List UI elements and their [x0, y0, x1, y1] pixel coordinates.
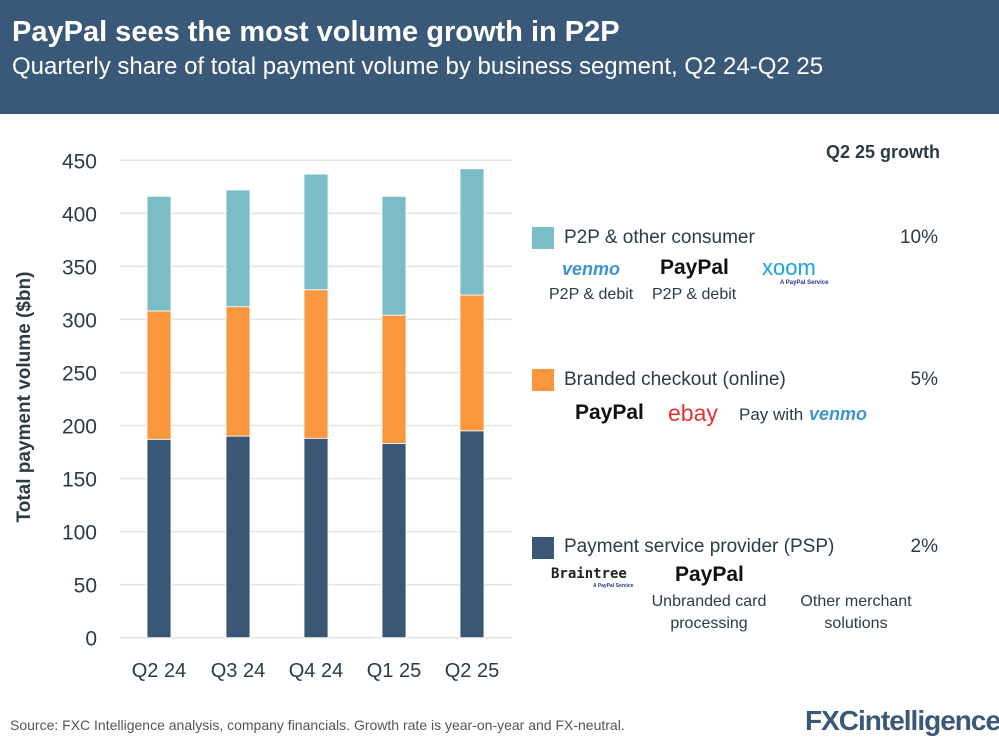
ebay-logo: ebay [668, 400, 718, 426]
bar-segment [146, 438, 172, 639]
y-axis-label: Total payment volume ($bn) [14, 272, 35, 523]
y-tick-label: 100 [62, 522, 97, 545]
y-tick-label: 450 [62, 150, 97, 173]
bar-segment [381, 195, 407, 316]
growth-p2p: 10% [899, 227, 938, 248]
source-note: Source: FXC Intelligence analysis, compa… [10, 717, 625, 733]
venmo-logo: venmo [809, 404, 868, 424]
bar-segment [303, 437, 329, 639]
y-tick-label: 250 [62, 362, 97, 385]
y-tick-label: 300 [62, 309, 97, 332]
xoom-logo-sub: A PayPal Service [780, 280, 829, 286]
bar-segment [381, 314, 407, 444]
paypal-logo: PayPal [575, 401, 644, 424]
header: PayPal sees the most volume growth in P2… [0, 0, 999, 114]
stacked-bar-chart: 0 50 100 150 200 250 300 350 400 450 Q2 24 Q3 24 Q4 … [14, 150, 512, 682]
legend-label-p2p: P2P & other consumer [564, 227, 755, 248]
chart-subtitle: Quarterly share of total payment volume … [12, 53, 824, 80]
legend-label-psp: Payment service provider (PSP) [564, 536, 835, 557]
bar-segment [303, 173, 329, 291]
bar-segment [146, 310, 172, 440]
growth-psp: 2% [910, 536, 938, 557]
y-tick-label: 0 [85, 628, 97, 651]
paypal-logo: PayPal [660, 256, 729, 279]
legend-swatch-psp [532, 537, 554, 559]
bar-segment [225, 189, 251, 308]
bar-segment [459, 168, 485, 296]
legend-swatch-branded [532, 369, 554, 391]
y-tick-label: 200 [62, 416, 97, 439]
bar-segment [225, 306, 251, 437]
braintree-logo-sub: A PayPal Service [593, 583, 634, 589]
y-tick-label: 400 [62, 203, 97, 226]
paypal-logo: PayPal [675, 563, 744, 586]
caption-paypal: P2P & debit [652, 286, 737, 303]
caption-unbranded: Unbranded card processing [651, 593, 767, 632]
legend-swatch-p2p [532, 227, 554, 249]
caption-venmo: P2P & debit [549, 286, 634, 303]
bar-segment [459, 430, 485, 639]
bar-segment [459, 294, 485, 432]
x-tick-label: Q4 24 [289, 660, 343, 682]
bar-segment [381, 443, 407, 639]
x-tick-label: Q2 25 [445, 660, 499, 682]
venmo-logo: venmo [562, 259, 621, 279]
y-tick-label: 350 [62, 256, 97, 279]
x-tick-label: Q1 25 [367, 660, 421, 682]
xoom-logo: xoom [762, 255, 816, 280]
legend-label-branded: Branded checkout (online) [564, 369, 786, 390]
x-tick-label: Q3 24 [211, 660, 265, 682]
x-tick-label: Q2 24 [132, 660, 186, 682]
growth-column-title: Q2 25 growth [826, 142, 941, 162]
bar-segment [303, 289, 329, 439]
caption-other-merchant: Other merchant solutions [800, 593, 912, 632]
chart-title: PayPal sees the most volume growth in P2… [12, 16, 620, 48]
braintree-logo: Braintree [551, 566, 627, 582]
y-tick-label: 150 [62, 469, 97, 492]
fxc-logo: FXCintelligence [805, 705, 999, 736]
y-tick-label: 50 [74, 575, 97, 598]
bar-segment [146, 195, 172, 312]
growth-branded: 5% [910, 369, 938, 390]
bar-segment [225, 435, 251, 639]
pay-with-text: Pay with [739, 405, 804, 424]
